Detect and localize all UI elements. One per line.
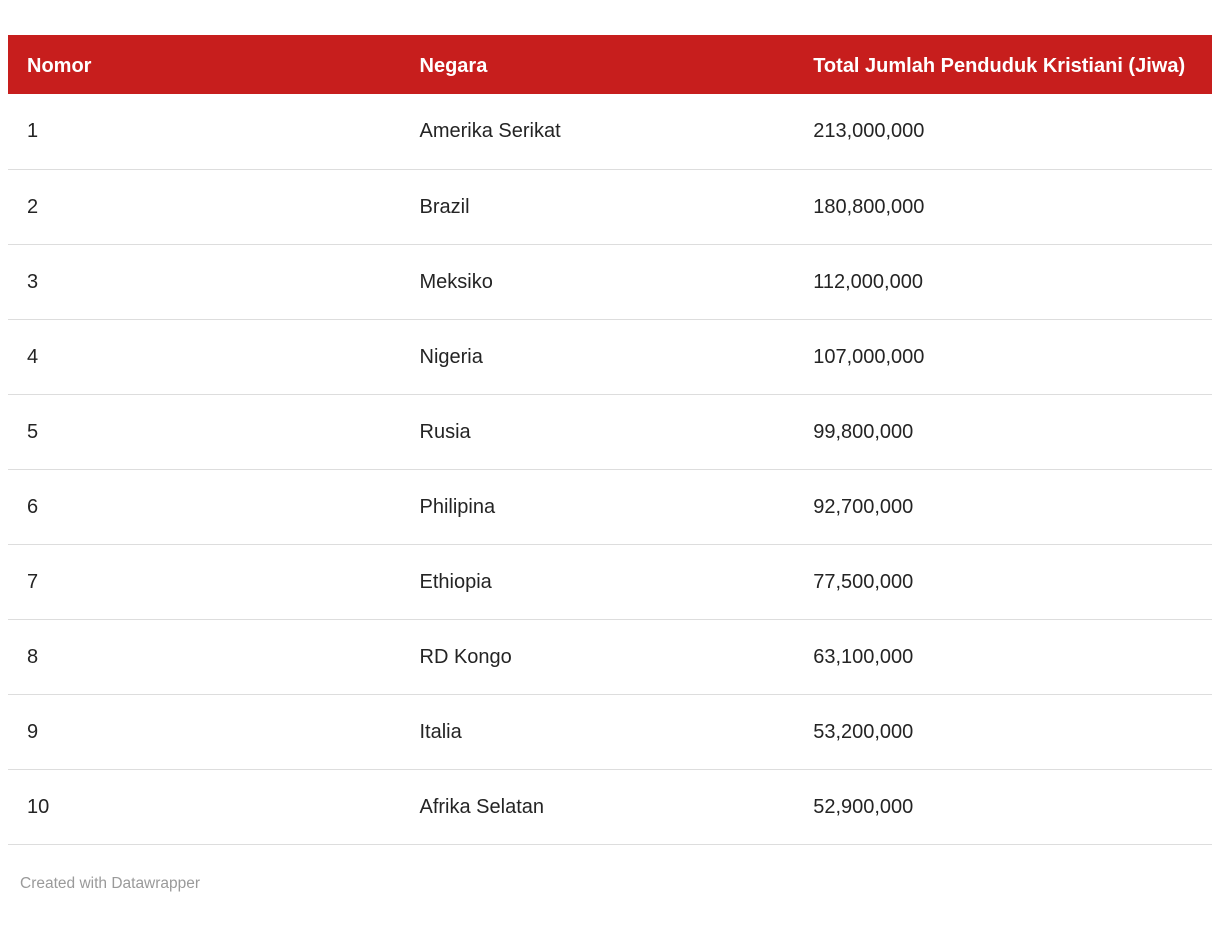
data-table: Nomor Negara Total Jumlah Penduduk Krist… [8,35,1212,845]
cell-nomor: 5 [8,394,401,470]
table-header: Nomor Negara Total Jumlah Penduduk Krist… [8,35,1212,94]
cell-total: 53,200,000 [794,694,1212,770]
cell-total: 99,800,000 [794,394,1212,470]
cell-nomor: 6 [8,469,401,545]
column-header-total: Total Jumlah Penduduk Kristiani (Jiwa) [794,35,1212,94]
cell-nomor: 7 [8,544,401,620]
cell-total: 52,900,000 [794,769,1212,845]
table-row: 8 RD Kongo 63,100,000 [8,619,1212,695]
table-row: 10 Afrika Selatan 52,900,000 [8,769,1212,845]
cell-negara: Ethiopia [400,544,795,620]
cell-total: 107,000,000 [794,319,1212,395]
cell-total: 180,800,000 [794,169,1212,245]
table-row: 1 Amerika Serikat 213,000,000 [8,94,1212,170]
table-header-row: Nomor Negara Total Jumlah Penduduk Krist… [8,35,1212,94]
cell-negara: Philipina [400,469,795,545]
cell-negara: Rusia [400,394,795,470]
cell-total: 213,000,000 [794,94,1212,170]
cell-negara: Afrika Selatan [400,769,795,845]
table-row: 5 Rusia 99,800,000 [8,394,1212,470]
cell-nomor: 8 [8,619,401,695]
table-row: 4 Nigeria 107,000,000 [8,319,1212,395]
table-row: 9 Italia 53,200,000 [8,694,1212,770]
table-body: 1 Amerika Serikat 213,000,000 2 Brazil 180,80… [8,94,1212,845]
cell-negara: Nigeria [400,319,795,395]
cell-total: 92,700,000 [794,469,1212,545]
table-row: 7 Ethiopia 77,500,000 [8,544,1212,620]
cell-negara: Amerika Serikat [400,94,795,170]
cell-nomor: 9 [8,694,401,770]
table-page: Nomor Negara Total Jumlah Penduduk Krist… [8,35,1212,892]
cell-total: 63,100,000 [794,619,1212,695]
cell-negara: Brazil [400,169,795,245]
table-row: 2 Brazil 180,800,000 [8,169,1212,245]
cell-nomor: 3 [8,244,401,320]
cell-total: 112,000,000 [794,244,1212,320]
table-row: 3 Meksiko 112,000,000 [8,244,1212,320]
cell-negara: RD Kongo [400,619,795,695]
column-header-negara: Negara [400,35,795,94]
cell-nomor: 4 [8,319,401,395]
table-row: 6 Philipina 92,700,000 [8,469,1212,545]
cell-nomor: 1 [8,94,401,170]
cell-negara: Italia [400,694,795,770]
cell-nomor: 10 [8,769,401,845]
cell-total: 77,500,000 [794,544,1212,620]
cell-negara: Meksiko [400,244,795,320]
column-header-nomor: Nomor [8,35,401,94]
cell-nomor: 2 [8,169,401,245]
datawrapper-attribution-link[interactable]: Created with Datawrapper [20,874,201,892]
